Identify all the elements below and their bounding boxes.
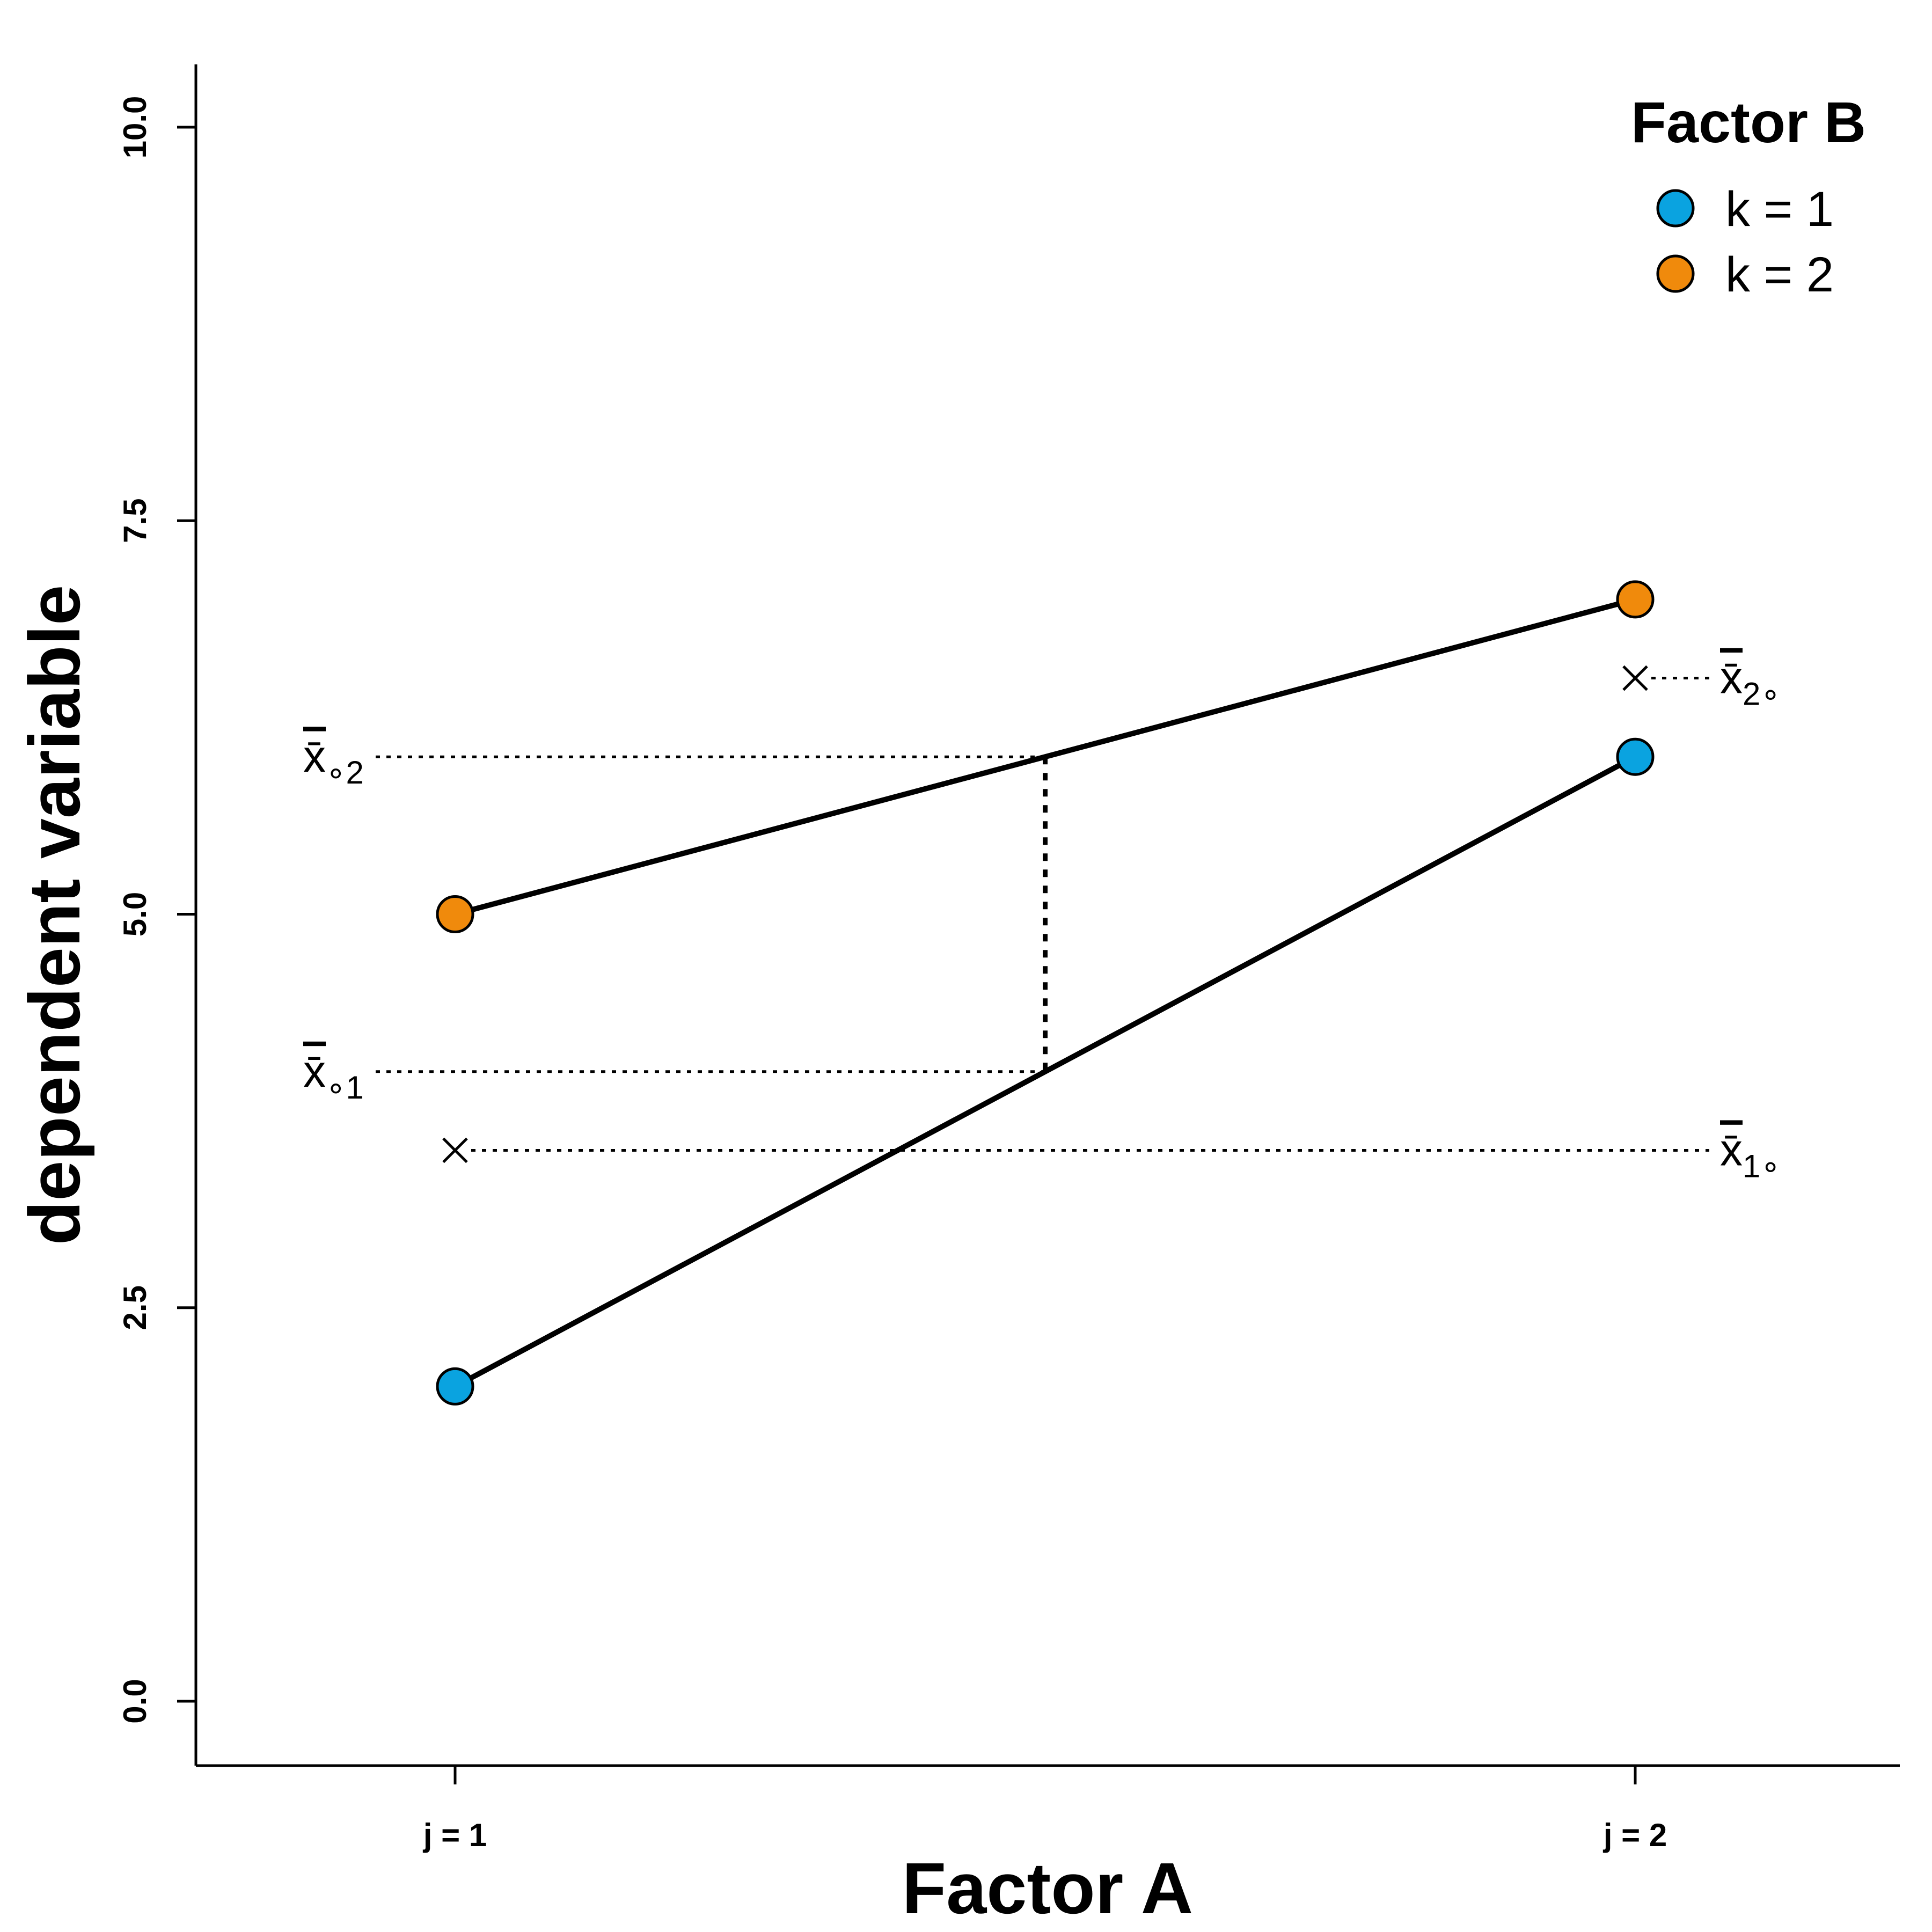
data-points bbox=[436, 580, 1655, 1406]
x-axis-title: Factor A bbox=[902, 1848, 1194, 1929]
factor-a-mean-cross bbox=[1622, 665, 1648, 691]
marginal-mean-label: x̄2∘ bbox=[1720, 653, 1781, 712]
y-ticks: 0.0 2.5 5.0 7.5 10.0 bbox=[117, 96, 196, 1724]
y-axis-title: dependent variable bbox=[14, 585, 95, 1245]
y-tick-label: 5.0 bbox=[117, 892, 153, 936]
legend-swatch bbox=[1656, 254, 1695, 293]
data-point bbox=[1616, 580, 1655, 619]
legend-title: Factor B bbox=[1631, 90, 1866, 155]
series-lines bbox=[453, 597, 1637, 1389]
y-tick-label: 0.0 bbox=[117, 1679, 153, 1723]
x-tick-label: j = 2 bbox=[1603, 1817, 1667, 1853]
y-tick-label: 10.0 bbox=[117, 96, 153, 159]
legend-label: k = 2 bbox=[1725, 247, 1834, 302]
legend-swatch bbox=[1656, 189, 1695, 228]
legend-label: k = 1 bbox=[1725, 182, 1834, 237]
series-line bbox=[453, 754, 1637, 1389]
marginal-mean-guides: x̄∘1 x̄∘2 x̄1∘ x̄2∘ bbox=[303, 653, 1781, 1184]
x-tick-label: j = 1 bbox=[423, 1817, 487, 1853]
data-point bbox=[1616, 737, 1655, 776]
factor-a-mean-cross bbox=[442, 1137, 468, 1163]
marginal-mean-label: x̄∘1 bbox=[303, 1046, 364, 1106]
y-tick-label: 7.5 bbox=[117, 499, 153, 543]
series-line bbox=[454, 597, 1636, 917]
marginal-mean-label: x̄1∘ bbox=[1720, 1124, 1781, 1184]
data-point bbox=[436, 895, 474, 933]
data-point bbox=[436, 1367, 474, 1406]
legend: Factor B k = 1 k = 2 bbox=[1631, 90, 1866, 302]
marginal-mean-label: x̄∘2 bbox=[303, 731, 364, 791]
y-tick-label: 2.5 bbox=[117, 1285, 153, 1330]
x-ticks: j = 1 j = 2 bbox=[423, 1766, 1667, 1853]
